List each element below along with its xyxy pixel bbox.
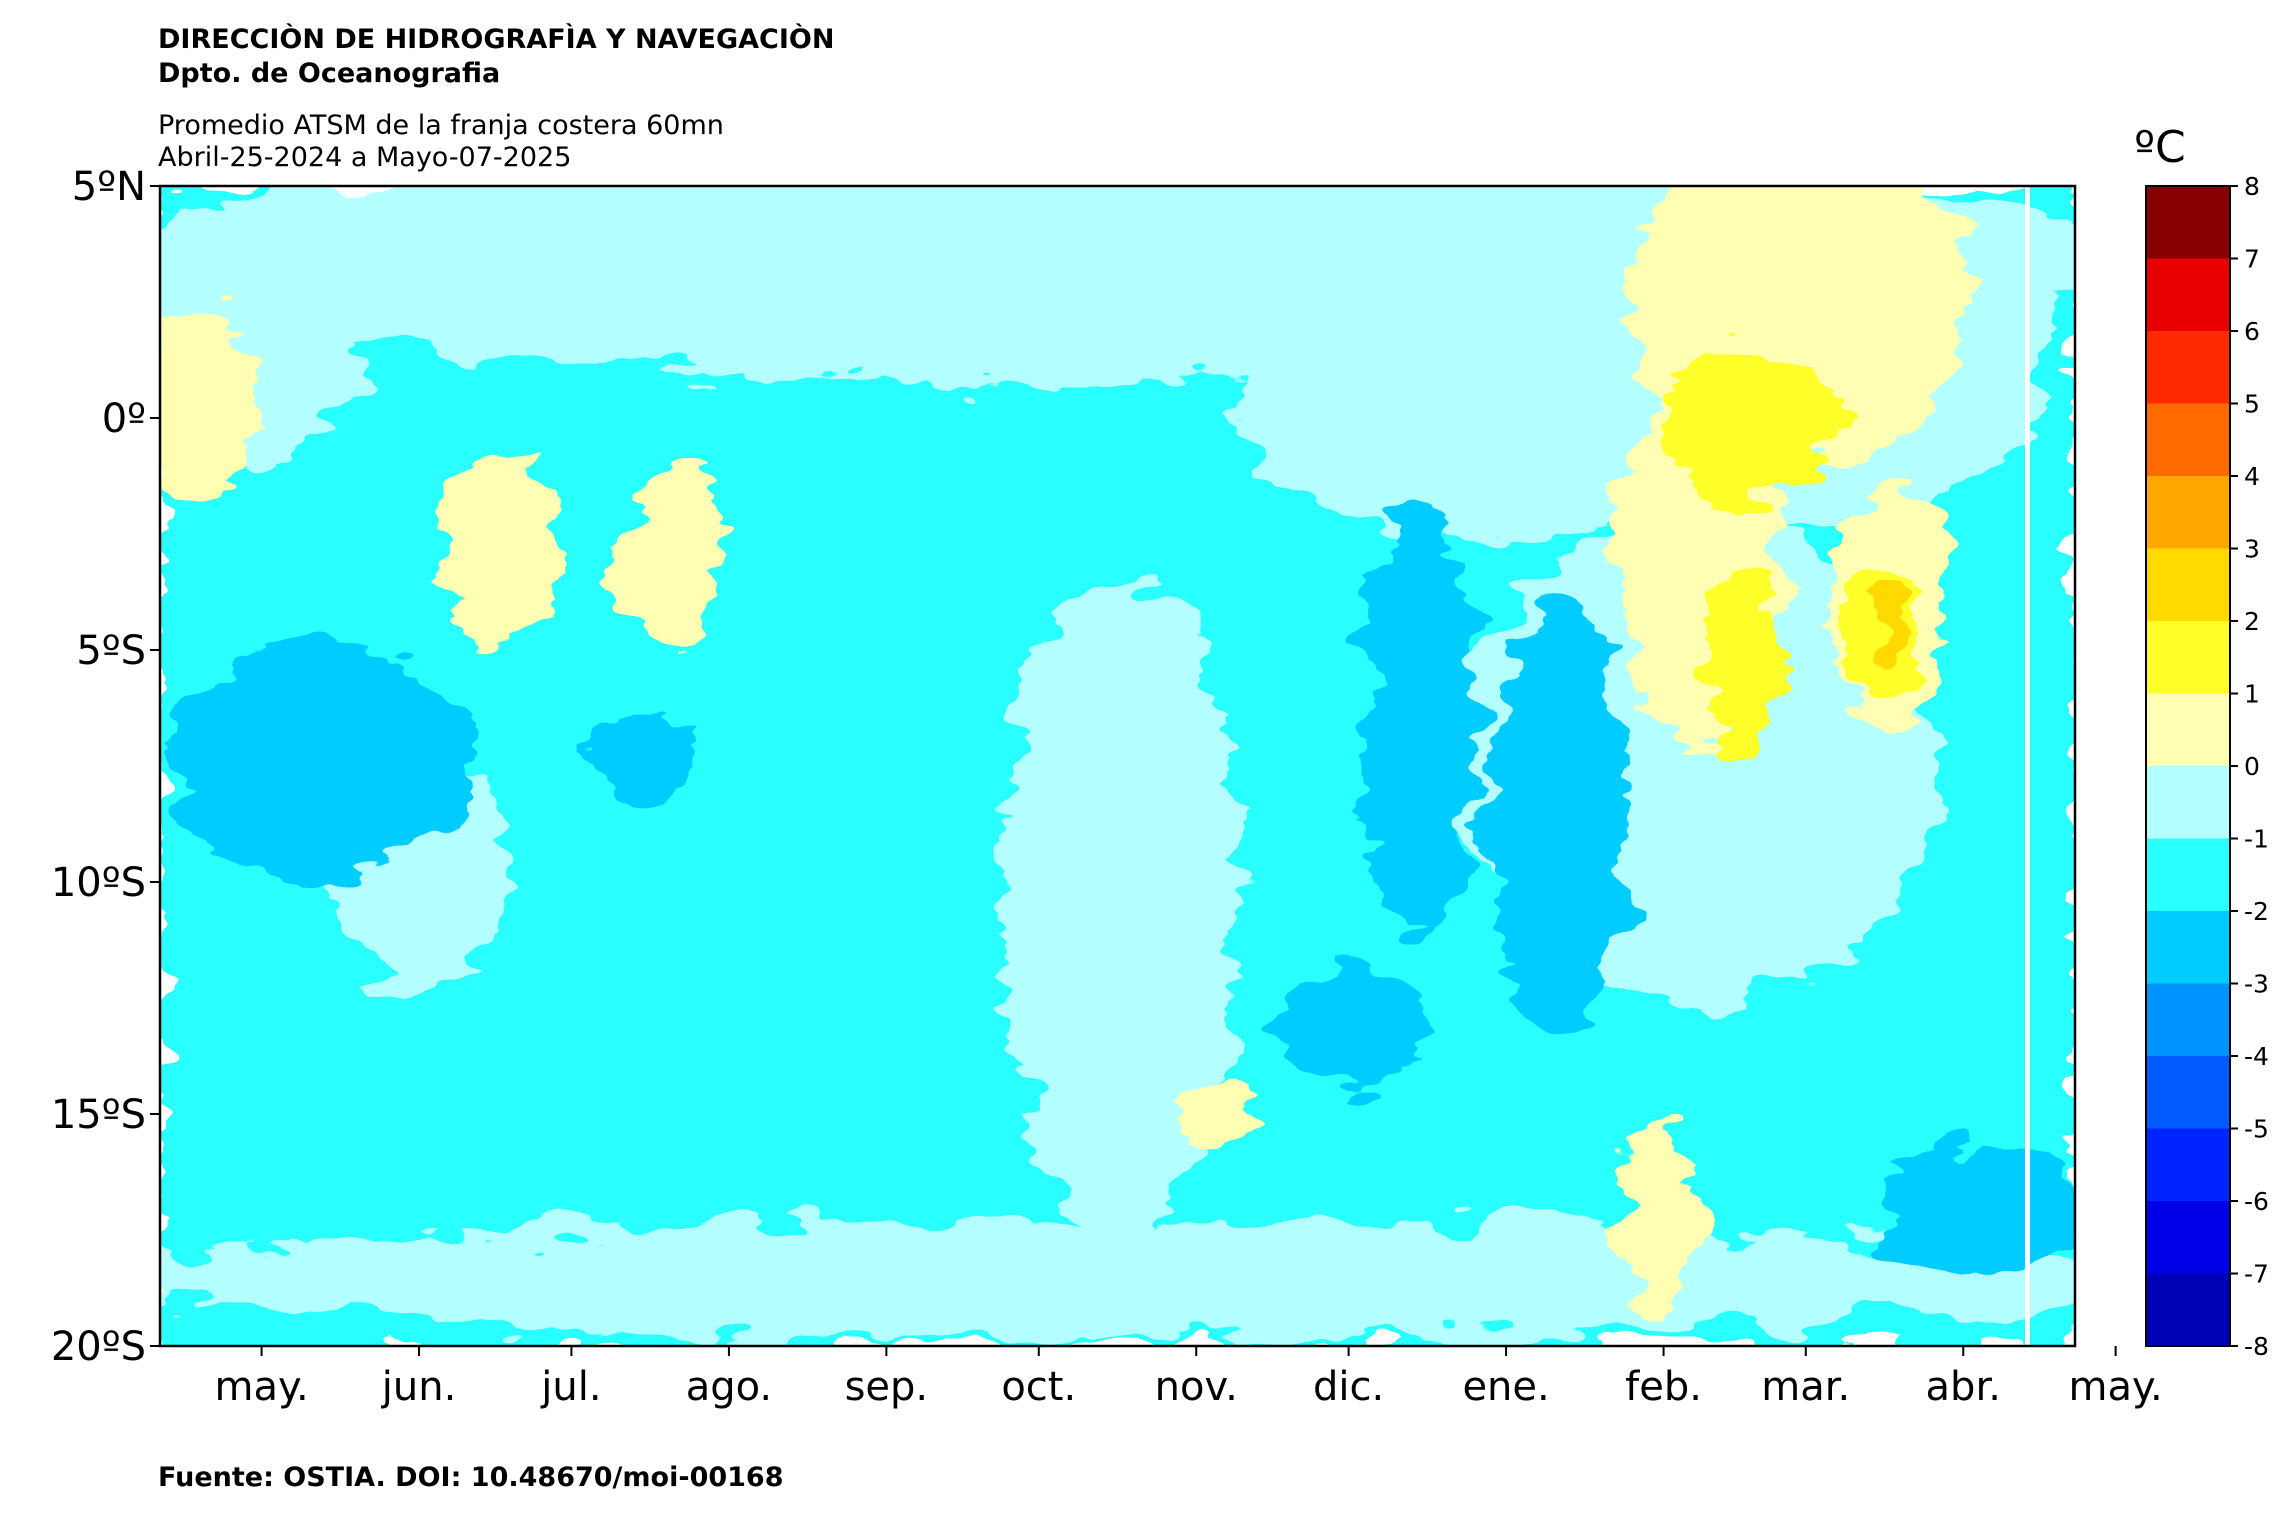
x-tick-label: abr. — [1926, 1364, 2001, 1410]
x-tick-label: ago. — [686, 1364, 772, 1410]
institution-title: DIRECCIÒN DE HIDROGRAFÌA Y NAVEGACIÒN — [158, 24, 835, 55]
colorbar-swatch — [2146, 476, 2230, 549]
plot-frame — [158, 184, 2077, 1348]
x-tick-label: jul. — [540, 1364, 601, 1410]
anomaly-region-15 — [1175, 1085, 1255, 1145]
department-title: Dpto. de Oceanografia — [158, 58, 501, 89]
y-tick-label: 5ºS — [76, 628, 146, 674]
anomaly-region-14 — [1620, 1130, 1700, 1310]
colorbar-tick-label: 7 — [2244, 245, 2260, 274]
colorbar-tick-label: -4 — [2244, 1042, 2269, 1071]
anomaly-region-20 — [170, 640, 470, 880]
anomaly-region-3 — [1000, 570, 1240, 1230]
colorbar-swatch — [2146, 1128, 2230, 1202]
x-tick-label: feb. — [1625, 1364, 1702, 1410]
colorbar-tick-label: -7 — [2244, 1260, 2269, 1289]
anomaly-region-21 — [1360, 500, 1480, 940]
anomaly-region-19 — [1874, 590, 1906, 670]
colorbar-swatch — [2146, 548, 2230, 622]
colorbar-tick-label: -2 — [2244, 897, 2269, 926]
colorbar-swatch — [2146, 766, 2230, 839]
colorbar-swatch — [2146, 403, 2230, 477]
colorbar-tick-label: 4 — [2244, 462, 2260, 491]
colorbar-tick-label: 5 — [2244, 390, 2260, 419]
colorbar-swatch — [2146, 1201, 2230, 1274]
period-label: Abril-25-2024 a Mayo-07-2025 — [158, 142, 572, 173]
anomaly-region-22 — [1490, 600, 1630, 1040]
data-gap — [2025, 186, 2030, 1346]
anomaly-region-12 — [440, 460, 560, 640]
colorbar-swatch — [2146, 1273, 2230, 1347]
chart-subtitle: Promedio ATSM de la franja costera 60mn — [158, 110, 724, 141]
anomaly-region-23 — [1270, 970, 1430, 1090]
anomaly-region-11 — [160, 300, 260, 500]
colorbar-tick-label: -3 — [2244, 970, 2269, 999]
data-source-note: Fuente: OSTIA. DOI: 10.48670/moi-00168 — [158, 1462, 784, 1493]
x-tick-label: may. — [2069, 1364, 2163, 1410]
colorbar-tick-label: 1 — [2244, 680, 2260, 709]
colorbar-swatch — [2146, 331, 2230, 404]
colorbar-tick-label: 6 — [2244, 317, 2260, 346]
colorbar-tick-label: 2 — [2244, 607, 2260, 636]
x-tick-label: dic. — [1313, 1364, 1384, 1410]
x-tick-label: may. — [215, 1364, 309, 1410]
colorbar-tick-label: 8 — [2244, 172, 2260, 201]
colorbar-swatch — [2146, 838, 2230, 912]
colorbar-swatch — [2146, 983, 2230, 1057]
x-tick-label: ene. — [1462, 1364, 1549, 1410]
colorbar-tick-label: -8 — [2244, 1332, 2269, 1361]
x-tick-label: sep. — [845, 1364, 929, 1410]
colorbar-tick-label: -1 — [2244, 825, 2269, 854]
x-tick-label: jun. — [381, 1364, 457, 1410]
colorbar-tick-label: 3 — [2244, 535, 2260, 564]
anomaly-heatmap — [160, 186, 2075, 1346]
colorbar-swatch — [2146, 186, 2230, 259]
colorbar: 8 7 6 5 4 3 2 1 0 -1 -2 -3 -4 -5 -6 -7 -8 — [2145, 172, 2269, 1361]
colorbar-tick-label: -5 — [2244, 1115, 2269, 1144]
y-tick-label: 15ºS — [51, 1092, 146, 1138]
y-tick-label: 0º — [102, 396, 146, 442]
anomaly-region-17 — [1700, 570, 1780, 750]
colorbar-tick-label: 0 — [2244, 752, 2260, 781]
x-tick-label: mar. — [1761, 1364, 1850, 1410]
anomaly-region-16 — [1660, 340, 1840, 500]
anomaly-region-25 — [590, 710, 690, 810]
anomaly-region-13 — [610, 470, 730, 650]
colorbar-unit-label: ºC — [2134, 122, 2185, 173]
colorbar-swatch — [2146, 1056, 2230, 1129]
anomaly-region-24 — [1880, 1140, 2075, 1280]
colorbar-swatch — [2146, 258, 2230, 332]
colorbar-swatch — [2146, 911, 2230, 984]
y-axis: 5ºN 0º 5ºS 10ºS 15ºS 20ºS — [51, 164, 160, 1370]
colorbar-swatch — [2146, 693, 2230, 767]
colorbar-tick-label: -6 — [2244, 1187, 2269, 1216]
y-tick-label: 20ºS — [51, 1324, 146, 1370]
x-tick-label: oct. — [1001, 1364, 1076, 1410]
y-tick-label: 10ºS — [51, 860, 146, 906]
colorbar-swatch — [2146, 621, 2230, 694]
anomaly-region-2 — [160, 1220, 2075, 1340]
x-axis: may. jun. jul. ago. sep. oct. nov. dic. ene. feb.… — [215, 1346, 2163, 1410]
x-tick-label: nov. — [1155, 1364, 1238, 1410]
y-tick-label: 5ºN — [72, 164, 146, 210]
